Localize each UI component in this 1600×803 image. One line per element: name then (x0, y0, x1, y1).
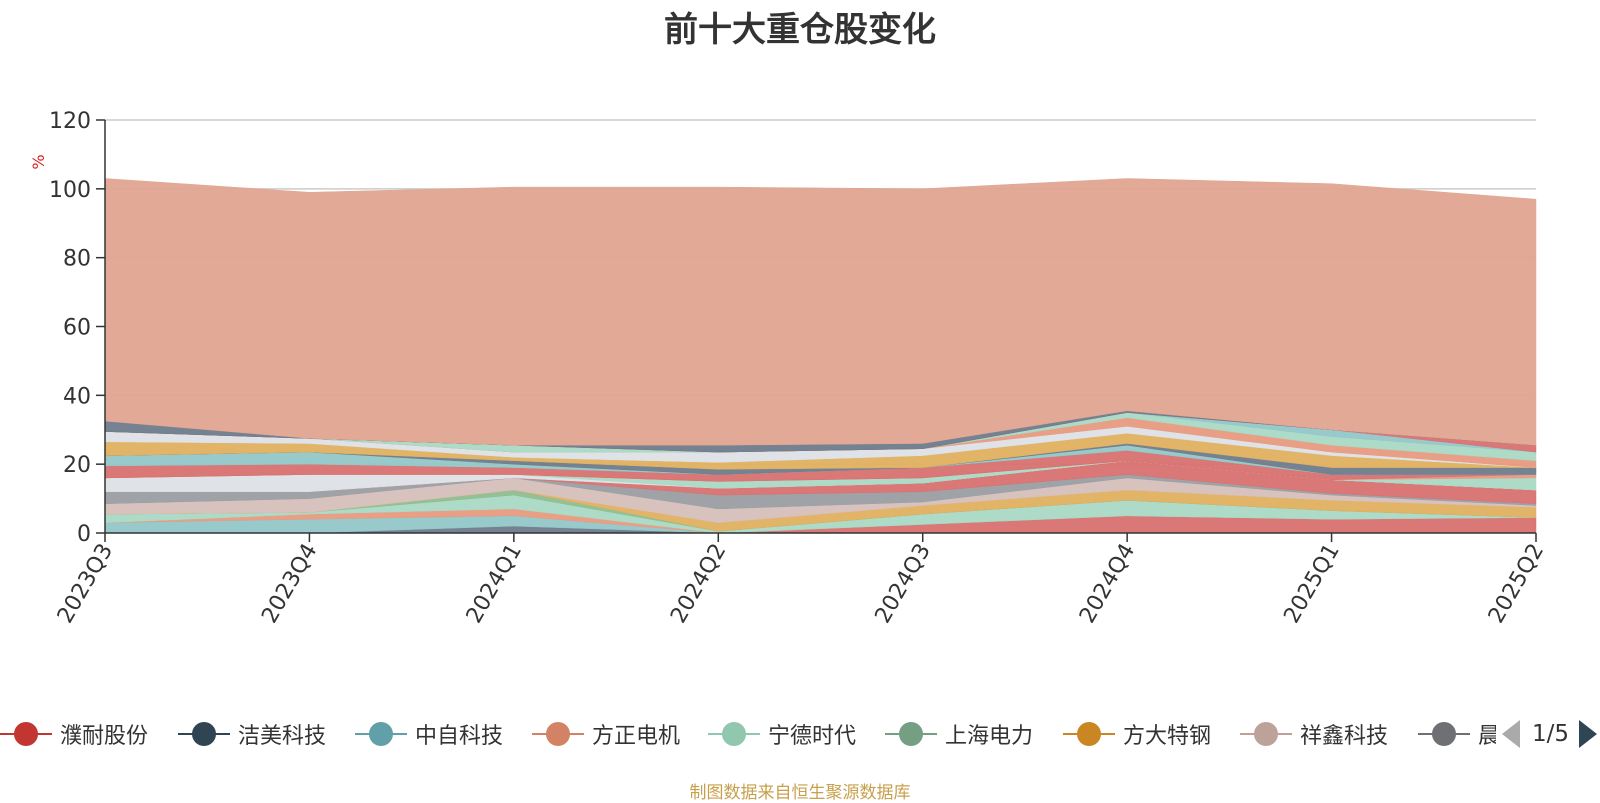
legend-item-7[interactable]: 方大特钢 (1063, 714, 1211, 754)
legend-marker-icon (178, 714, 230, 754)
legend-next-arrow-icon[interactable] (1579, 720, 1598, 748)
chart-title: 前十大重仓股变化 (664, 10, 936, 50)
x-tick-label: 2025Q2 (1484, 540, 1549, 628)
area-series (104, 178, 1537, 534)
legend-item-6[interactable]: 上海电力 (885, 714, 1033, 754)
y-tick-label: 20 (63, 453, 91, 478)
y-tick-label: 80 (63, 247, 91, 272)
legend-marker-icon (1063, 714, 1115, 754)
legend-marker-icon (1418, 714, 1470, 754)
legend-label: 方大特钢 (1123, 724, 1212, 749)
legend-label: 濮耐股份 (60, 724, 149, 749)
legend-prev-arrow-icon[interactable] (1502, 720, 1520, 748)
legend-item-2[interactable]: 洁美科技 (178, 714, 326, 754)
x-tick-label: 2024Q2 (666, 540, 731, 628)
legend-marker-icon (532, 714, 584, 754)
legend-marker-icon (708, 714, 760, 754)
legend-label: 上海电力 (945, 724, 1034, 749)
legend-label: 中自科技 (415, 724, 504, 749)
x-tick-label: 2024Q1 (462, 540, 527, 628)
legend-label: 晨 (1478, 724, 1496, 749)
legend-label: 宁德时代 (768, 724, 857, 749)
legend-item-4[interactable]: 方正电机 (532, 714, 680, 754)
x-tick-label: 2023Q4 (257, 540, 322, 628)
legend: 濮耐股份 洁美科技 中自科技 方正电机 宁德时代 上海电力 方大特钢 祥鑫科技 晨 (0, 714, 1496, 754)
legend-item-9[interactable]: 晨 (1418, 714, 1496, 754)
x-tick-label: 2025Q1 (1279, 540, 1344, 628)
legend-item-3[interactable]: 中自科技 (355, 714, 503, 754)
legend-marker-icon (0, 714, 52, 754)
x-tick-label: 2024Q3 (871, 540, 936, 628)
legend-marker-icon (1240, 714, 1292, 754)
x-tick-label: 2023Q3 (53, 540, 118, 628)
legend-label: 祥鑫科技 (1300, 724, 1389, 749)
y-axis-label: % (29, 154, 48, 169)
legend-marker-icon (885, 714, 937, 754)
y-tick-label: 100 (49, 178, 91, 203)
legend-item-1[interactable]: 濮耐股份 (0, 714, 148, 754)
x-tick-label: 2024Q4 (1075, 540, 1140, 628)
y-tick-label: 40 (63, 384, 91, 409)
y-tick-label: 0 (77, 522, 91, 547)
legend-label: 方正电机 (592, 724, 681, 749)
source-note: 制图数据来自恒生聚源数据库 (689, 783, 911, 803)
legend-item-5[interactable]: 宁德时代 (708, 714, 856, 754)
legend-label: 洁美科技 (238, 724, 327, 749)
legend-marker-icon (355, 714, 407, 754)
legend-pager: 1/5 (1498, 714, 1600, 754)
y-tick-label: 60 (63, 316, 91, 341)
legend-page-indicator: 1/5 (1532, 721, 1570, 747)
legend-item-8[interactable]: 祥鑫科技 (1240, 714, 1388, 754)
area-series-24 (104, 178, 1537, 446)
y-tick-label: 120 (49, 109, 91, 134)
